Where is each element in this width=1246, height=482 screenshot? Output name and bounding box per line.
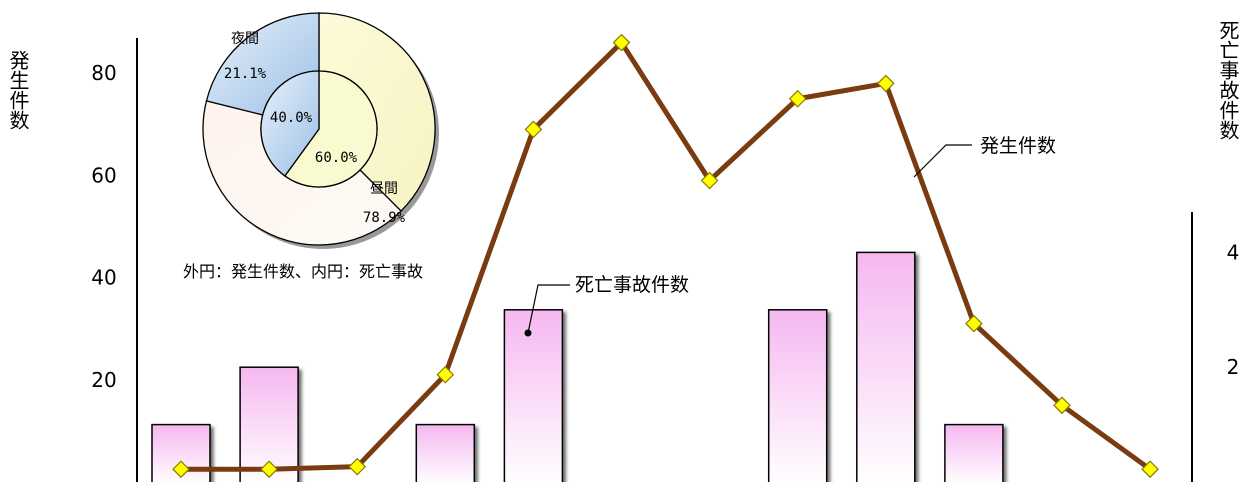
right-ticks: 24 [1227,240,1240,379]
occurrence-marker [436,365,455,384]
line-series [181,40,1152,472]
left-tick-label: 80 [91,61,116,85]
occurrence-marker [260,460,278,479]
fatal-accident-bar [856,251,916,482]
occurrence-marker [788,89,807,108]
occurrence-marker [172,460,190,479]
inner-slice-day [283,70,378,188]
occurrence-marker [1141,460,1159,479]
line-series-label: 発生件数 [980,135,1056,157]
pie-caption: 外円：発生件数、内円：死亡事故 [183,262,423,281]
left-ticks: 20 40 60 80 [91,61,116,392]
occurrence-marker [612,33,631,52]
outer-night-label: 夜間 [231,31,259,47]
bar-series-label: 死亡事故件数 [575,274,689,296]
fatal-accident-bar [944,423,1004,482]
left-axis-label: 発生件数 [6,50,30,130]
left-tick-label: 20 [91,368,116,392]
line-markers [172,33,1159,479]
bar-callout-line [527,284,570,334]
outer-day-label: 昼間 [370,181,398,197]
fatal-accident-bar [415,423,476,482]
right-axis-label: 死亡事故件数 [1216,20,1240,140]
left-tick-label: 60 [91,163,116,187]
occurrence-line [181,40,1152,472]
inner-slice-night [260,70,320,177]
right-tick-label: 4 [1227,240,1240,264]
pie-chart: 夜間 21.1% 昼間 78.9% 60.0% 40.0% [202,12,439,249]
left-tick-label: 40 [91,266,116,290]
occurrence-marker [1053,396,1071,415]
inner-night-value: 40.0% [270,110,313,126]
inner-day-value: 60.0% [315,150,358,166]
outer-day-value: 78.9% [363,210,406,226]
bar-callout-dot [524,329,532,337]
occurrence-marker [348,457,367,476]
fatal-accident-bar [767,309,828,482]
outer-night-value: 21.1% [224,66,267,82]
occurrence-marker [524,120,543,139]
annotations: 死亡事故件数 発生件数 [524,135,1056,337]
occurrence-marker [965,314,983,333]
axes [136,38,1193,482]
right-tick-label: 2 [1227,355,1240,379]
fatal-accident-bar [503,309,564,482]
line-callout-line [913,144,972,178]
occurrence-marker [700,171,719,190]
occurrence-marker [876,74,895,93]
